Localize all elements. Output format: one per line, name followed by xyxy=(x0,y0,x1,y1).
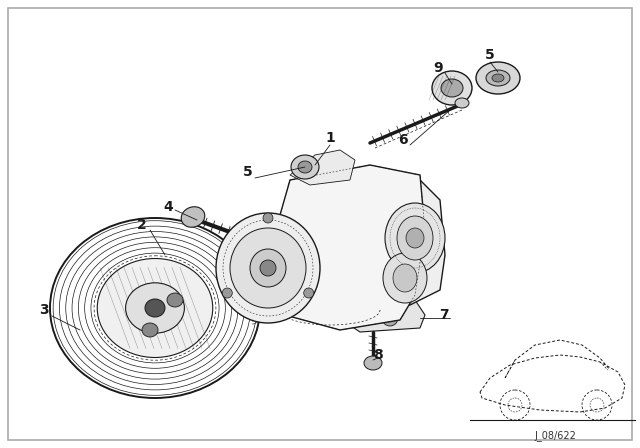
Circle shape xyxy=(263,213,273,223)
Ellipse shape xyxy=(441,79,463,97)
Ellipse shape xyxy=(397,216,433,260)
Ellipse shape xyxy=(385,203,445,273)
Ellipse shape xyxy=(125,283,184,333)
Circle shape xyxy=(355,313,365,323)
Ellipse shape xyxy=(216,213,320,323)
Ellipse shape xyxy=(142,323,158,337)
Ellipse shape xyxy=(393,264,417,292)
Ellipse shape xyxy=(432,71,472,105)
Ellipse shape xyxy=(167,293,183,307)
Text: 9: 9 xyxy=(433,61,443,75)
Ellipse shape xyxy=(145,299,165,317)
Text: 6: 6 xyxy=(398,133,408,147)
Ellipse shape xyxy=(230,228,306,308)
Polygon shape xyxy=(350,175,445,305)
Circle shape xyxy=(222,288,232,298)
Ellipse shape xyxy=(364,356,382,370)
Ellipse shape xyxy=(406,228,424,248)
Text: 1: 1 xyxy=(325,131,335,145)
Text: 5: 5 xyxy=(485,48,495,62)
Circle shape xyxy=(304,288,314,298)
Text: J_08/622: J_08/622 xyxy=(534,430,576,441)
Text: 3: 3 xyxy=(39,303,49,317)
Ellipse shape xyxy=(492,74,504,82)
Polygon shape xyxy=(290,150,355,185)
Polygon shape xyxy=(278,165,425,330)
Ellipse shape xyxy=(486,70,510,86)
Ellipse shape xyxy=(455,98,469,108)
Ellipse shape xyxy=(476,62,520,94)
Ellipse shape xyxy=(383,253,427,303)
Ellipse shape xyxy=(250,249,286,287)
Text: 8: 8 xyxy=(373,348,383,362)
Ellipse shape xyxy=(260,260,276,276)
Text: 7: 7 xyxy=(439,308,449,322)
Circle shape xyxy=(382,310,398,326)
Text: 4: 4 xyxy=(163,200,173,214)
Ellipse shape xyxy=(50,218,260,398)
Ellipse shape xyxy=(181,207,205,227)
Ellipse shape xyxy=(291,155,319,179)
Ellipse shape xyxy=(298,161,312,173)
Text: 2: 2 xyxy=(137,218,147,232)
Polygon shape xyxy=(345,300,425,332)
Ellipse shape xyxy=(97,258,212,358)
Text: 5: 5 xyxy=(243,165,253,179)
